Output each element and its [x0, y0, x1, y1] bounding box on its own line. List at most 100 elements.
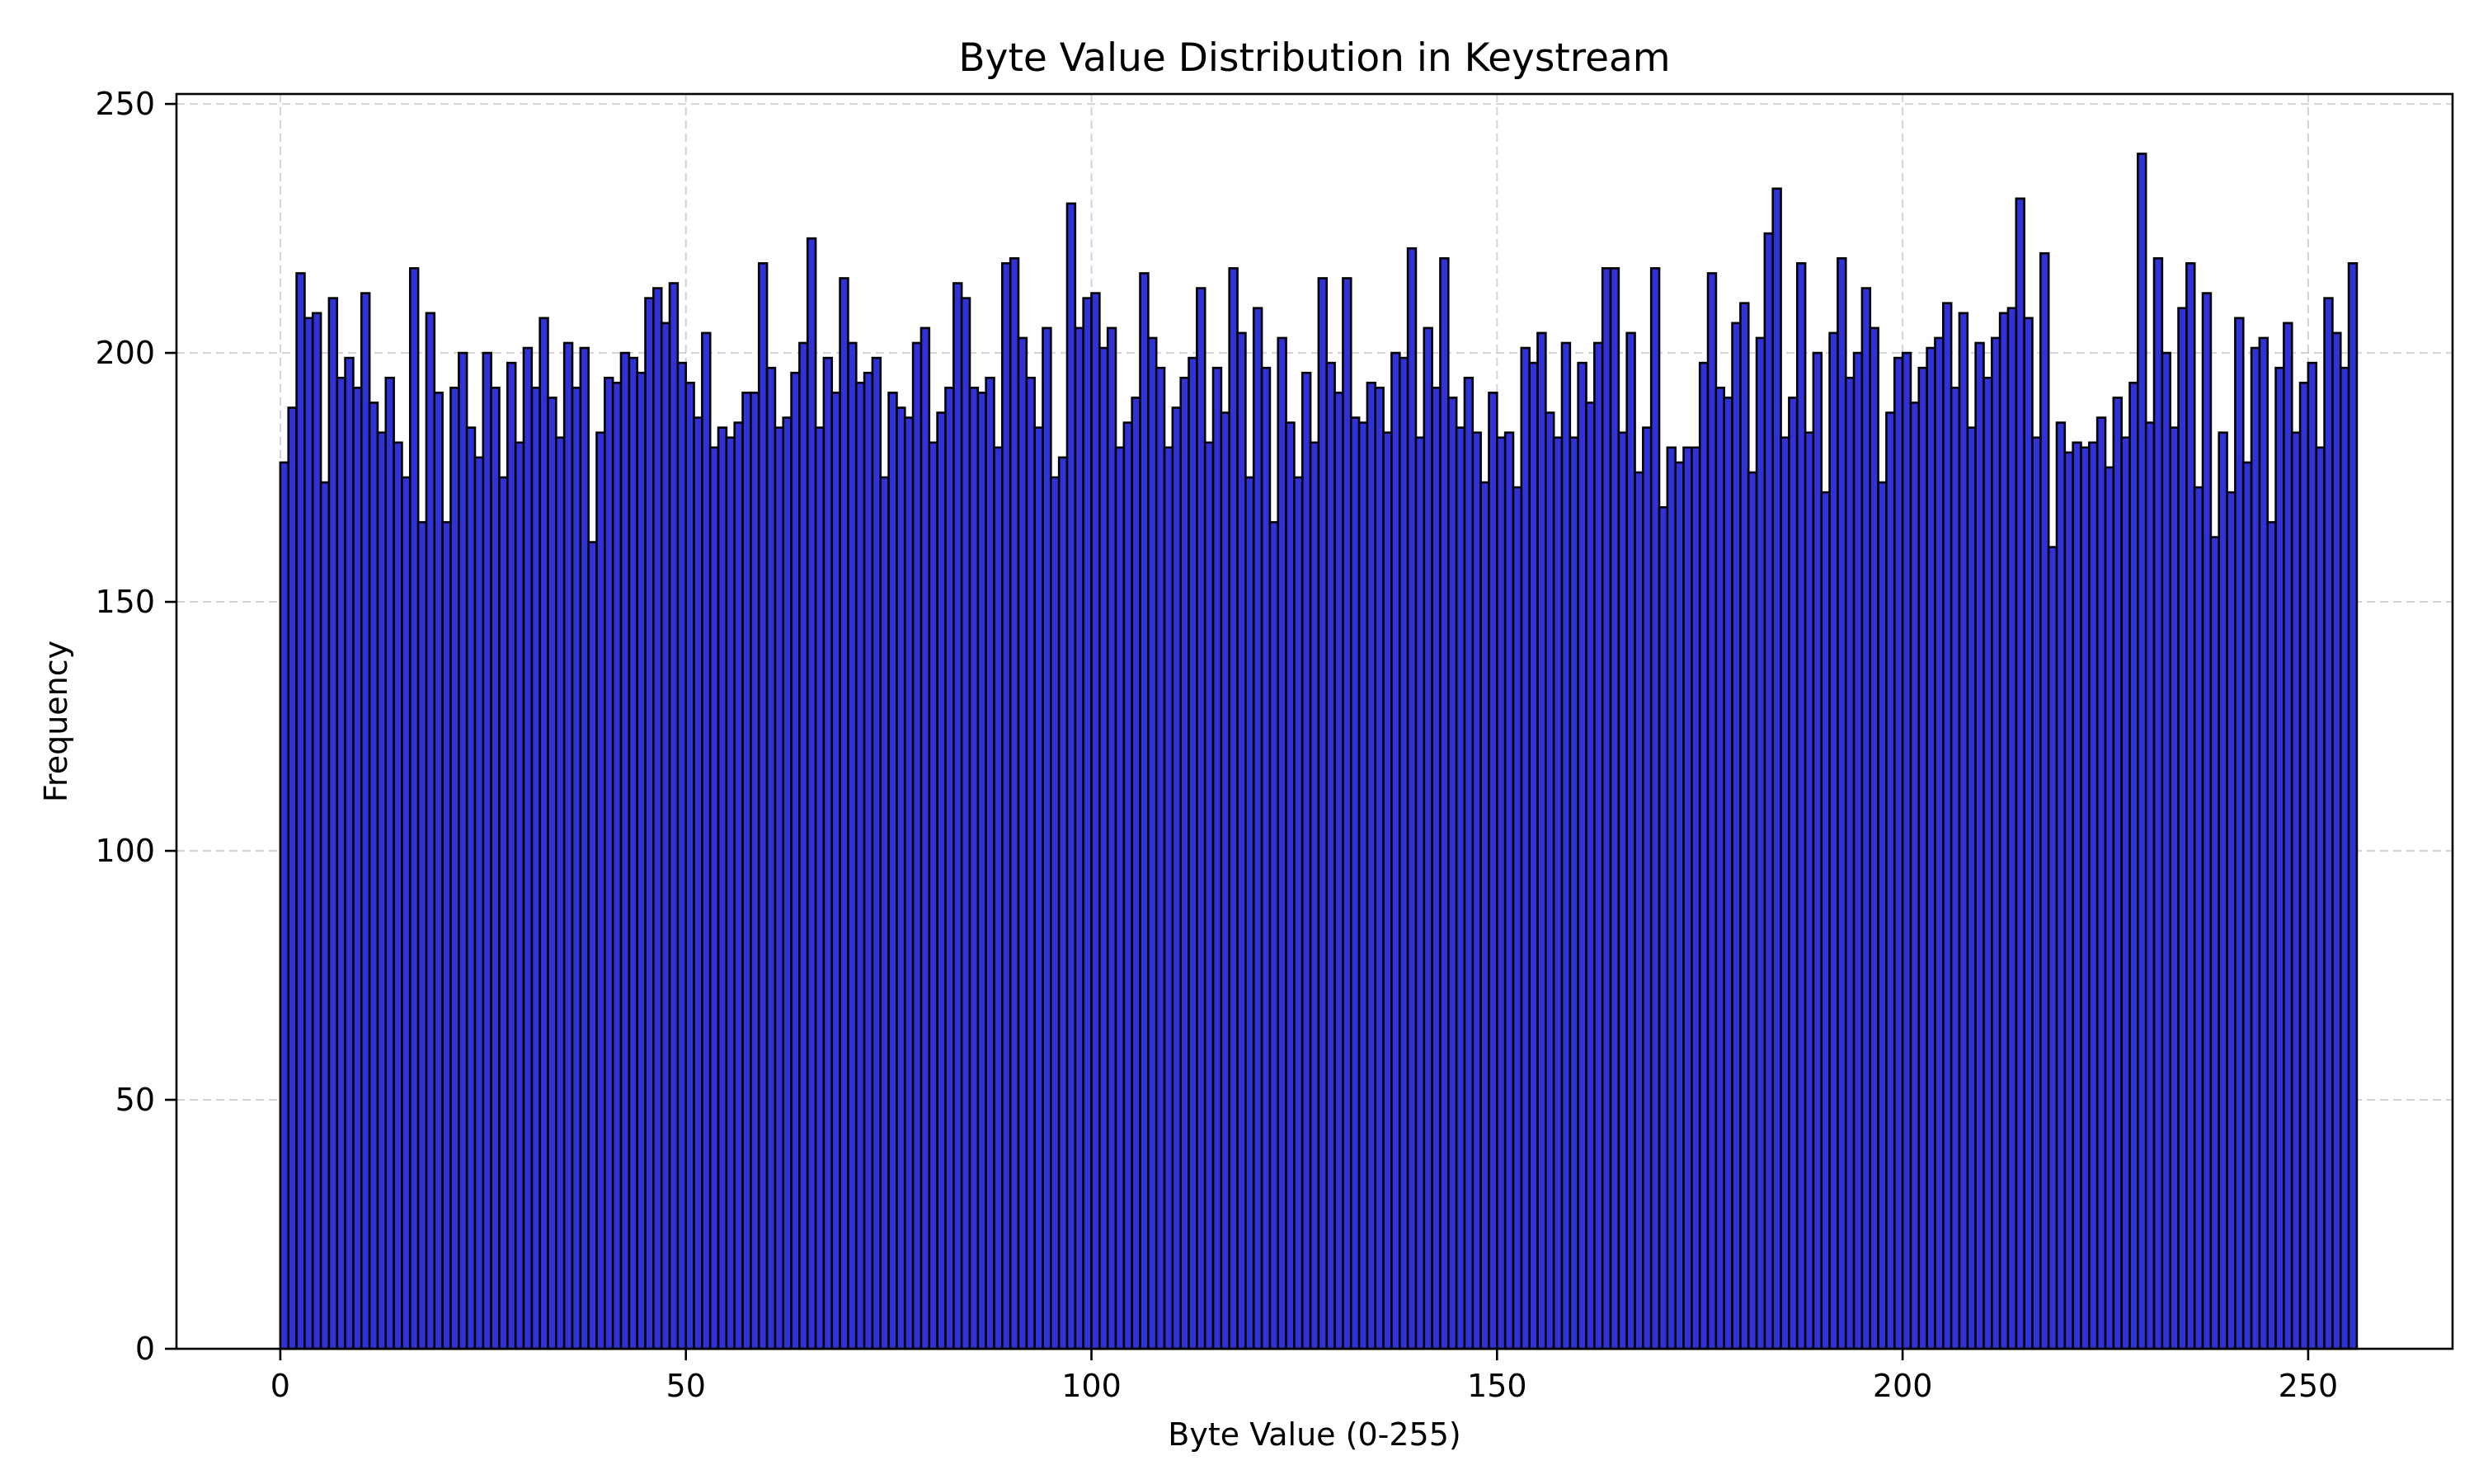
bar-93 [1033, 426, 1044, 1350]
bar-88 [993, 446, 1004, 1350]
bar-30 [522, 346, 534, 1350]
x-tick-label-200: 200 [1873, 1368, 1933, 1404]
bar-169 [1649, 267, 1661, 1350]
bar-206 [1950, 387, 1961, 1350]
bar-99 [1082, 297, 1093, 1350]
bar-75 [887, 392, 898, 1350]
bar-81 [936, 411, 947, 1350]
bar-73 [871, 356, 882, 1350]
x-tick-label-250: 250 [2279, 1368, 2339, 1404]
bar-101 [1098, 346, 1109, 1350]
bar-53 [708, 446, 720, 1350]
bar-26 [490, 387, 501, 1350]
bar-108 [1155, 366, 1166, 1350]
bar-111 [1179, 376, 1190, 1350]
bar-159 [1569, 436, 1579, 1350]
bar-227 [2120, 436, 2131, 1350]
bar-179 [1731, 322, 1742, 1350]
bar-253 [2331, 331, 2342, 1350]
bar-37 [579, 346, 590, 1350]
bar-90 [1009, 257, 1020, 1350]
bar-43 [628, 356, 638, 1350]
bar-104 [1122, 421, 1133, 1350]
bar-144 [1446, 397, 1458, 1350]
bar-215 [2023, 317, 2034, 1350]
bar-71 [854, 382, 866, 1350]
bar-208 [1966, 426, 1977, 1350]
bar-29 [514, 441, 525, 1350]
bar-220 [2063, 451, 2074, 1350]
bar-97 [1065, 202, 1077, 1350]
bar-243 [2250, 346, 2261, 1350]
bar-180 [1739, 302, 1750, 1350]
bar-123 [1277, 336, 1287, 1350]
y-axis-ticks: 0 50 100 150 200 250 [95, 86, 176, 1367]
bar-89 [1001, 262, 1012, 1350]
bar-249 [2298, 382, 2310, 1350]
bar-199 [1893, 356, 1904, 1350]
bar-164 [1609, 267, 1620, 1350]
bar-129 [1325, 361, 1336, 1350]
bar-148 [1479, 481, 1490, 1350]
bar-87 [985, 376, 995, 1350]
bar-211 [1991, 336, 2001, 1350]
bar-50 [684, 382, 695, 1350]
bar-170 [1658, 505, 1669, 1350]
bar-235 [2185, 262, 2196, 1350]
bar-125 [1293, 476, 1304, 1350]
bar-117 [1228, 267, 1239, 1350]
bar-233 [2169, 426, 2180, 1350]
bar-56 [733, 421, 744, 1350]
bar-78 [911, 341, 923, 1350]
bar-11 [368, 402, 379, 1350]
bar-193 [1844, 376, 1856, 1350]
bar-190 [1820, 491, 1831, 1350]
chart-title: Byte Value Distribution in Keystream [958, 35, 1670, 81]
bar-151 [1503, 431, 1515, 1350]
bar-168 [1642, 426, 1653, 1350]
bar-21 [449, 387, 460, 1350]
bar-209 [1974, 341, 1985, 1350]
bar-237 [2201, 292, 2213, 1350]
bar-124 [1285, 421, 1296, 1350]
bar-2 [295, 272, 306, 1350]
bar-0 [279, 461, 290, 1350]
bar-115 [1211, 366, 1223, 1350]
bar-141 [1423, 326, 1433, 1350]
bar-145 [1455, 426, 1466, 1350]
bar-185 [1780, 436, 1790, 1350]
bar-228 [2128, 382, 2139, 1350]
bar-221 [2072, 441, 2082, 1350]
bar-158 [1560, 341, 1572, 1350]
bar-146 [1463, 376, 1475, 1350]
bar-174 [1691, 446, 1701, 1350]
bar-92 [1025, 376, 1036, 1350]
bar-219 [2055, 421, 2067, 1350]
bar-94 [1042, 326, 1052, 1350]
bar-19 [433, 392, 444, 1350]
bar-188 [1804, 431, 1815, 1350]
bar-251 [2315, 446, 2326, 1350]
bar-77 [903, 416, 915, 1350]
bar-116 [1220, 411, 1231, 1350]
y-tick-label-250: 250 [95, 86, 155, 122]
bar-239 [2218, 431, 2228, 1350]
bar-32 [539, 317, 549, 1350]
bar-9 [352, 387, 363, 1350]
bar-238 [2209, 536, 2221, 1350]
bar-130 [1333, 392, 1344, 1350]
bar-114 [1203, 441, 1215, 1350]
bar-160 [1577, 361, 1587, 1350]
bar-85 [968, 387, 980, 1350]
bar-175 [1698, 361, 1710, 1350]
bar-67 [822, 356, 834, 1350]
bar-245 [2266, 521, 2277, 1350]
bar-137 [1390, 351, 1401, 1350]
x-tick-label-100: 100 [1061, 1368, 1122, 1404]
bar-14 [393, 441, 403, 1350]
bar-178 [1723, 397, 1733, 1350]
bar-64 [798, 341, 809, 1350]
bar-232 [2161, 351, 2172, 1350]
bar-79 [920, 326, 931, 1350]
